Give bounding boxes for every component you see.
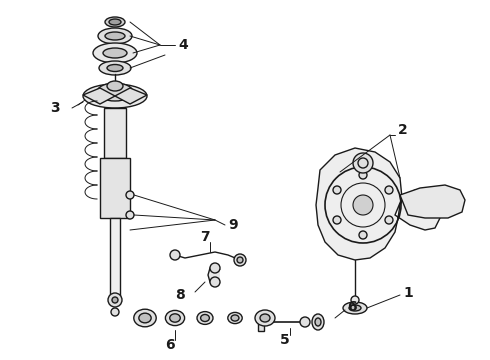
Circle shape [300, 317, 310, 327]
Circle shape [385, 186, 393, 194]
Ellipse shape [105, 17, 125, 27]
Circle shape [210, 263, 220, 273]
Ellipse shape [105, 32, 125, 40]
Circle shape [112, 297, 118, 303]
Ellipse shape [197, 312, 213, 324]
Ellipse shape [170, 314, 180, 322]
Text: 8: 8 [175, 288, 185, 302]
Circle shape [108, 293, 122, 307]
Ellipse shape [83, 84, 147, 108]
Text: 6: 6 [347, 300, 357, 314]
Circle shape [359, 171, 367, 179]
Circle shape [170, 250, 180, 260]
Ellipse shape [98, 28, 132, 44]
Ellipse shape [109, 19, 121, 25]
Circle shape [351, 296, 359, 304]
Ellipse shape [312, 314, 324, 330]
Text: 7: 7 [200, 230, 210, 244]
Bar [104, 108, 126, 158]
Ellipse shape [97, 83, 133, 101]
Polygon shape [83, 88, 115, 104]
Text: 6: 6 [165, 338, 175, 352]
Circle shape [111, 308, 119, 316]
Ellipse shape [166, 310, 185, 325]
Circle shape [353, 195, 373, 215]
Circle shape [237, 257, 243, 263]
Bar [110, 218, 120, 298]
Circle shape [126, 211, 134, 219]
Circle shape [210, 277, 220, 287]
Ellipse shape [103, 48, 127, 58]
Ellipse shape [134, 309, 156, 327]
Bar [100, 158, 130, 218]
Polygon shape [400, 185, 465, 218]
Circle shape [359, 231, 367, 239]
Ellipse shape [228, 312, 242, 324]
Text: 1: 1 [403, 286, 413, 300]
Ellipse shape [349, 305, 361, 311]
Circle shape [333, 216, 341, 224]
Ellipse shape [107, 64, 123, 72]
Ellipse shape [139, 313, 151, 323]
Ellipse shape [93, 43, 137, 63]
Ellipse shape [99, 61, 131, 75]
Circle shape [353, 153, 373, 173]
Polygon shape [208, 265, 220, 285]
Ellipse shape [231, 315, 239, 321]
Ellipse shape [107, 81, 123, 91]
Polygon shape [115, 88, 147, 104]
Circle shape [333, 186, 341, 194]
Text: 9: 9 [228, 218, 238, 232]
Ellipse shape [260, 314, 270, 322]
Ellipse shape [200, 315, 209, 321]
Circle shape [234, 254, 246, 266]
Ellipse shape [343, 302, 367, 314]
Text: 3: 3 [50, 101, 60, 115]
Polygon shape [316, 148, 440, 260]
Circle shape [126, 191, 134, 199]
Circle shape [385, 216, 393, 224]
Ellipse shape [315, 318, 321, 326]
Ellipse shape [255, 310, 275, 326]
Text: 5: 5 [280, 333, 290, 347]
Text: 2: 2 [398, 123, 408, 137]
Bar [258, 313, 264, 331]
Text: 4: 4 [178, 38, 188, 52]
